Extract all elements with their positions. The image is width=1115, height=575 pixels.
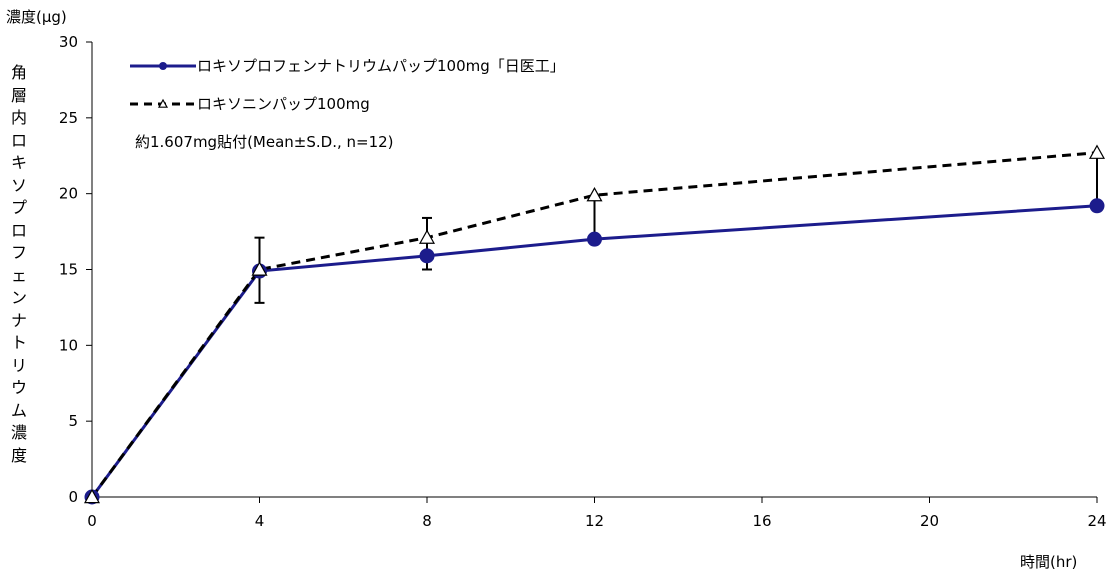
legend-marker-nichiiko [159, 62, 167, 70]
series-line-nichiiko [90, 204, 1098, 498]
x-tick-label: 0 [87, 512, 97, 530]
x-axis-unit-label: 時間(hr) [1020, 553, 1078, 571]
data-point-nichiiko [419, 248, 435, 264]
y-tick-label: 5 [68, 412, 78, 430]
y-tick-label: 25 [59, 109, 78, 127]
legend-label-nichiiko: ロキソプロフェンナトリウムパップ100mg「日医工」 [197, 57, 565, 75]
data-point-loxonin [1088, 144, 1106, 159]
y-tick-label: 0 [68, 488, 78, 506]
dose-annotation: 約1.607mg貼付(Mean±S.D., n=12) [135, 133, 394, 151]
x-tick-label: 8 [422, 512, 432, 530]
y-tick-label: 30 [59, 33, 78, 51]
data-point-loxonin [586, 186, 603, 202]
x-tick-label: 12 [585, 512, 604, 530]
x-tick-label: 4 [255, 512, 265, 530]
x-tick-label: 16 [752, 512, 771, 530]
data-point-nichiiko [1089, 198, 1105, 214]
y-axis-unit-label: 濃度(μg) [6, 8, 67, 26]
data-point-loxonin [418, 229, 436, 244]
data-point-loxonin [83, 488, 101, 504]
data-point-nichiiko [587, 231, 602, 247]
y-tick-label: 15 [59, 261, 78, 279]
y-tick-label: 20 [59, 185, 78, 203]
y-tick-label: 10 [59, 336, 78, 354]
legend-label-loxonin: ロキソニンパップ100mg [197, 95, 370, 113]
x-tick-label: 24 [1087, 512, 1106, 530]
data-point-loxonin [251, 261, 268, 276]
x-tick-label: 20 [920, 512, 939, 530]
legend-marker-loxonin [157, 98, 169, 108]
y-axis-title: 角層内ロキソプロフェンナトリウム濃度 [10, 63, 27, 465]
